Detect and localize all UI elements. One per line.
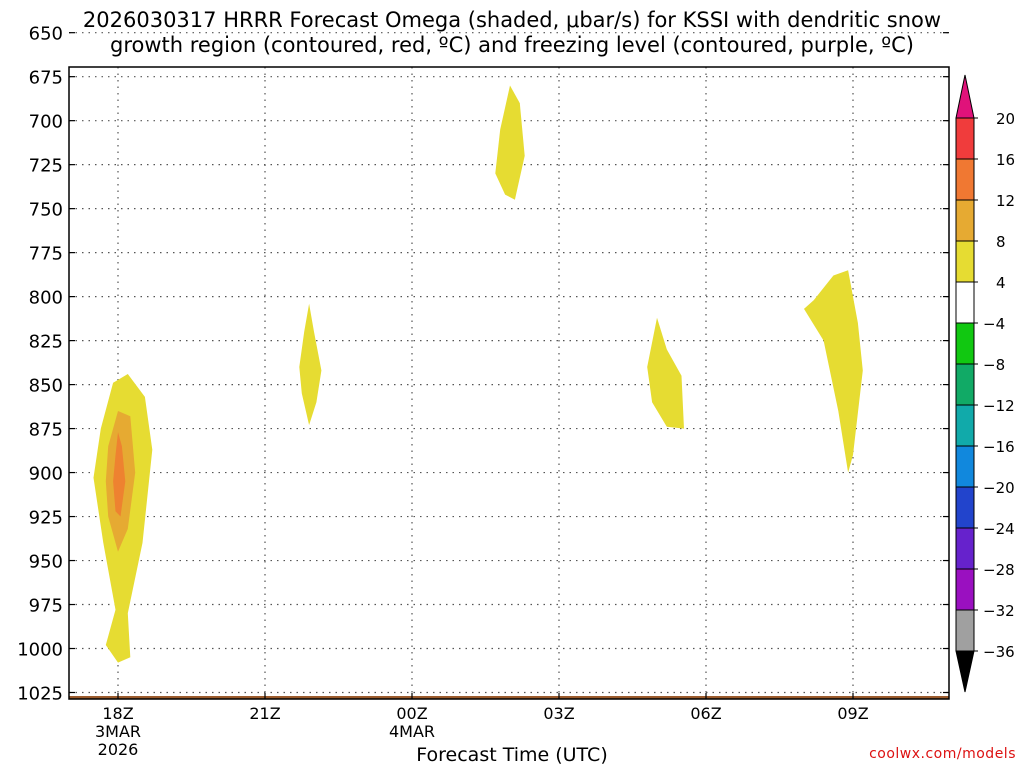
x-tick-label: 00Z — [396, 704, 427, 723]
colorbar-box — [955, 281, 975, 324]
axes — [68, 32, 950, 700]
x-axis-label: Forecast Time (UTC) — [416, 744, 608, 766]
y-tick-label: 725 — [29, 156, 63, 177]
omega-region — [647, 317, 684, 429]
y-tick-label: 1000 — [17, 640, 63, 661]
omega-regions — [93, 85, 863, 663]
x-tick-label: 06Z — [690, 704, 721, 723]
colorbar-label: 16 — [996, 151, 1015, 169]
colorbar-box — [955, 568, 975, 611]
colorbar-label: −16 — [983, 438, 1015, 456]
colorbar-box — [955, 363, 975, 406]
colorbar-label: −24 — [983, 520, 1015, 538]
omega-region — [299, 303, 322, 426]
x-tick-label: 21Z — [249, 704, 280, 723]
colorbar-label: −28 — [983, 561, 1015, 579]
y-tick-label: 775 — [29, 244, 63, 265]
x-tick-sublabel: 3MAR — [95, 722, 141, 741]
freezing-level: 0 — [74, 4, 956, 56]
x-tick-sublabel: 2026 — [98, 740, 139, 759]
colorbar-label: −4 — [983, 315, 1005, 333]
freezing-level-label: 0 — [652, 5, 662, 21]
colorbar-label: −36 — [983, 643, 1015, 661]
colorbar-box — [955, 117, 975, 160]
colorbar-label: 4 — [996, 274, 1006, 292]
colorbar-label: −8 — [983, 356, 1005, 374]
y-tick-labels: 5505756006256506757007257507758008258508… — [17, 0, 63, 705]
y-tick-label: 825 — [29, 332, 63, 353]
y-tick-label: 625 — [29, 0, 63, 1]
colorbar-box — [955, 527, 975, 570]
y-tick-label: 1025 — [17, 684, 63, 705]
x-tick-label: 09Z — [837, 704, 868, 723]
y-tick-label: 875 — [29, 420, 63, 441]
colorbar-box — [955, 404, 975, 447]
colorbar-box — [955, 240, 975, 283]
freezing-level-line — [74, 6, 956, 55]
plot-frame — [68, 66, 950, 700]
y-tick-label: 975 — [29, 596, 63, 617]
terrain-ground — [69, 696, 949, 699]
colorbar-box — [955, 199, 975, 242]
colorbar-label: −20 — [983, 479, 1015, 497]
colorbar-label: −12 — [983, 397, 1015, 415]
omega-region — [804, 270, 863, 473]
chart-title-line1: 2026030317 HRRR Forecast Omega (shaded, … — [82, 8, 942, 32]
terrain — [69, 696, 949, 699]
y-tick-label: 850 — [29, 376, 63, 397]
colorbar-label: 12 — [996, 192, 1015, 210]
omega-region — [495, 85, 525, 200]
y-tick-label: 900 — [29, 464, 63, 485]
colorbar-box — [955, 486, 975, 529]
chart-title-line2: growth region (contoured, red, ºC) and f… — [110, 33, 914, 57]
x-tick-sublabel: 4MAR — [389, 722, 435, 741]
y-tick-label: 925 — [29, 508, 63, 529]
credit-link[interactable]: coolwx.com/models — [869, 746, 1016, 762]
colorbar-label: 20 — [996, 110, 1015, 128]
y-tick-label: 800 — [29, 288, 63, 309]
y-tick-label: 700 — [29, 112, 63, 133]
omega-region — [113, 432, 126, 517]
colorbar-label: −32 — [983, 602, 1015, 620]
y-tick-label: 950 — [29, 552, 63, 573]
x-tick-label: 18Z — [102, 704, 133, 723]
y-tick-label: 650 — [29, 24, 63, 45]
grid-lines — [69, 32, 949, 699]
colorbar-box — [955, 445, 975, 488]
colorbar-box — [955, 609, 975, 652]
freezing-level-label-bg — [650, 4, 664, 20]
colorbar: 20 16 12 8 4 −4 −8 −12 −16 −20 −24 −28 −32 −36 — [955, 74, 1015, 693]
x-tick-label: 03Z — [543, 704, 574, 723]
colorbar-box — [955, 322, 975, 365]
chart-title: 2026030317 HRRR Forecast Omega (shaded, … — [0, 8, 1024, 58]
colorbar-label: 8 — [996, 233, 1006, 251]
colorbar-top-triangle — [955, 74, 975, 119]
colorbar-box — [955, 158, 975, 201]
y-tick-label: 750 — [29, 200, 63, 221]
colorbar-bottom-triangle — [955, 650, 975, 693]
y-tick-label: 675 — [29, 68, 63, 89]
